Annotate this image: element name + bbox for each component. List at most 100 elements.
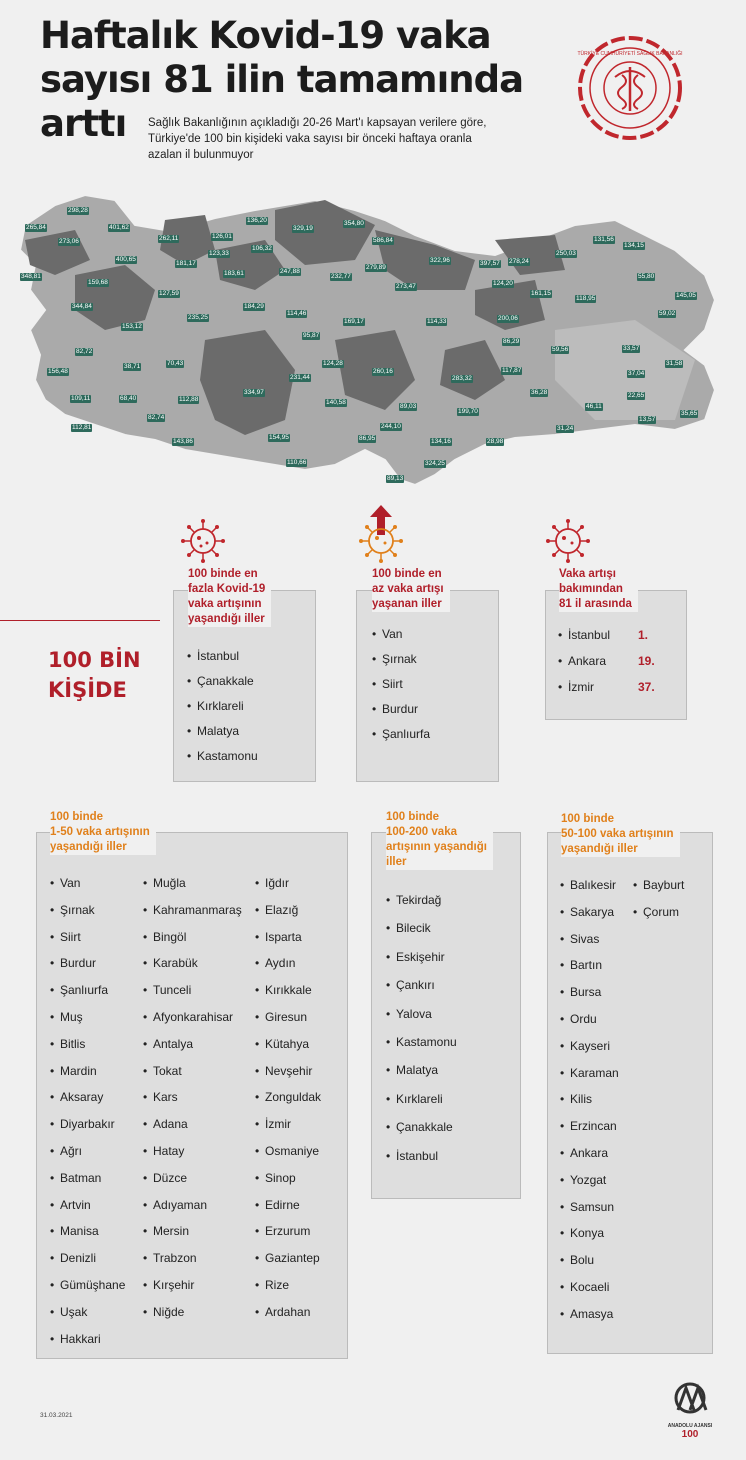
rank-city: Ankara [568, 654, 607, 668]
province-value-label: 31,58 [665, 360, 684, 368]
list-item: Hatay [143, 1138, 242, 1165]
list-item: Antalya [143, 1031, 242, 1058]
list-item: Sinop [255, 1165, 321, 1192]
list-item: Kahramanmaraş [143, 897, 242, 924]
province-value-label: 348,81 [20, 273, 42, 281]
province-value-label: 169,17 [343, 318, 365, 326]
heading-line: az vaka artışı [372, 583, 444, 595]
band-50-100-heading: 100 binde 50-100 vaka artışının yaşandığ… [561, 812, 680, 857]
province-value-label: 95,87 [302, 332, 321, 340]
heading-line: 100 binde en [188, 568, 258, 580]
province-value-label: 22,65 [627, 392, 646, 400]
list-item: Kütahya [255, 1031, 321, 1058]
province-value-label: 110,66 [286, 459, 308, 467]
list-item: Isparta [255, 924, 321, 951]
list-item: Bolu [560, 1247, 619, 1274]
list-item: Iğdır [255, 870, 321, 897]
agency-logo: ANADOLU AJANSI 100 [660, 1380, 720, 1440]
province-value-label: 283,32 [451, 375, 473, 383]
province-value-label: 114,33 [426, 318, 448, 326]
up-arrow-icon [370, 505, 392, 535]
title-line: arttı [40, 102, 127, 145]
province-value-label: 13,57 [638, 416, 657, 424]
list-item: Kırklareli [386, 1085, 457, 1114]
province-value-label: 154,95 [268, 434, 290, 442]
subtitle-line: azalan il bulunmuyor [148, 149, 254, 161]
turkey-province-map: 298,28 265,84 401,62 273,06 262,11 136,20 329,… [15, 180, 730, 500]
province-value-label: 70,43 [166, 360, 185, 368]
list-item: Kars [143, 1084, 242, 1111]
list-item: Kastamonu [386, 1028, 457, 1057]
list-item: Kocaeli [560, 1274, 619, 1301]
divider [0, 620, 160, 621]
list-item: Şırnak [372, 647, 430, 672]
list-item: Sakarya [560, 899, 619, 926]
list-item: Bingöl [143, 924, 242, 951]
list-item: Düzce [143, 1165, 242, 1192]
province-value-label: 28,98 [486, 438, 505, 446]
list-item: Nevşehir [255, 1058, 321, 1085]
province-value-label: 117,87 [501, 367, 523, 375]
unit-label-line: 100 BİN [48, 648, 141, 672]
list-item: Şırnak [50, 897, 125, 924]
list-item: Bitlis [50, 1031, 125, 1058]
rank-list: İstanbul 1. Ankara 19. İzmir 37. [558, 622, 668, 700]
province-value-label: 260,16 [372, 368, 394, 376]
title-line: Haftalık Kovid-19 vaka [40, 14, 492, 57]
list-item: Mersin [143, 1218, 242, 1245]
list-item: Manisa [50, 1218, 125, 1245]
list-item: Diyarbakır [50, 1111, 125, 1138]
province-value-label: 31,24 [556, 425, 575, 433]
list-item: Bilecik [386, 914, 457, 943]
province-value-label: 86,95 [358, 435, 377, 443]
band-1-50-list: MuğlaKahramanmaraşBingölKarabükTunceliAf… [143, 870, 242, 1326]
highest-increase-list: İstanbulÇanakkaleKırklareliMalatyaKastam… [187, 644, 258, 769]
province-value-label: 273,06 [58, 238, 80, 246]
list-item: Çanakkale [187, 669, 258, 694]
province-value-label: 35,65 [680, 410, 699, 418]
province-value-label: 334,97 [243, 389, 265, 397]
list-item: Artvin [50, 1192, 125, 1219]
list-item: Eskişehir [386, 943, 457, 972]
subtitle-line: Türkiye'de 100 bin kişideki vaka sayısı … [148, 133, 472, 145]
province-value-label: 250,03 [555, 250, 577, 258]
province-value-label: 401,62 [108, 224, 130, 232]
list-item: Burdur [50, 950, 125, 977]
province-value-label: 126,01 [211, 233, 233, 241]
highest-increase-heading: 100 binde en fazla Kovid-19 vaka artışın… [188, 567, 272, 627]
province-value-label: 134,16 [430, 438, 452, 446]
agency-100-mark: 100 [681, 1429, 699, 1440]
province-value-label: 273,47 [395, 283, 417, 291]
province-value-label: 181,17 [175, 260, 197, 268]
heading-line: artışının yaşandığı [386, 841, 487, 853]
rank-item: İstanbul 1. [558, 622, 668, 648]
list-item: Çankırı [386, 971, 457, 1000]
list-item: Siirt [50, 924, 125, 951]
province-value-label: 89,13 [386, 475, 405, 483]
province-value-label: 124,20 [492, 280, 514, 288]
province-value-label: 156,48 [47, 368, 69, 376]
list-item: Ankara [560, 1140, 619, 1167]
list-item: Siirt [372, 672, 430, 697]
province-value-label: 200,06 [497, 315, 519, 323]
heading-line: vaka artışının [188, 598, 262, 610]
list-item: Sivas [560, 926, 619, 953]
list-item: Aydın [255, 950, 321, 977]
province-value-label: 354,80 [343, 220, 365, 228]
province-value-label: 109,11 [70, 395, 92, 403]
heading-line: bakımından [559, 583, 623, 595]
list-item: Ordu [560, 1006, 619, 1033]
province-value-label: 159,68 [87, 279, 109, 287]
lowest-increase-heading: 100 binde en az vaka artışı yaşanan ille… [372, 567, 450, 612]
list-item: Balıkesir [560, 872, 619, 899]
province-value-label: 279,89 [365, 264, 387, 272]
list-item: Karabük [143, 950, 242, 977]
heading-line: yaşandığı iller [188, 613, 265, 625]
list-item: Osmaniye [255, 1138, 321, 1165]
province-value-label: 59,56 [551, 346, 570, 354]
list-item: Kastamonu [187, 744, 258, 769]
heading-line: 100 binde [50, 811, 104, 823]
list-item: Van [50, 870, 125, 897]
list-item: Çanakkale [386, 1113, 457, 1142]
list-item: Edirne [255, 1192, 321, 1219]
